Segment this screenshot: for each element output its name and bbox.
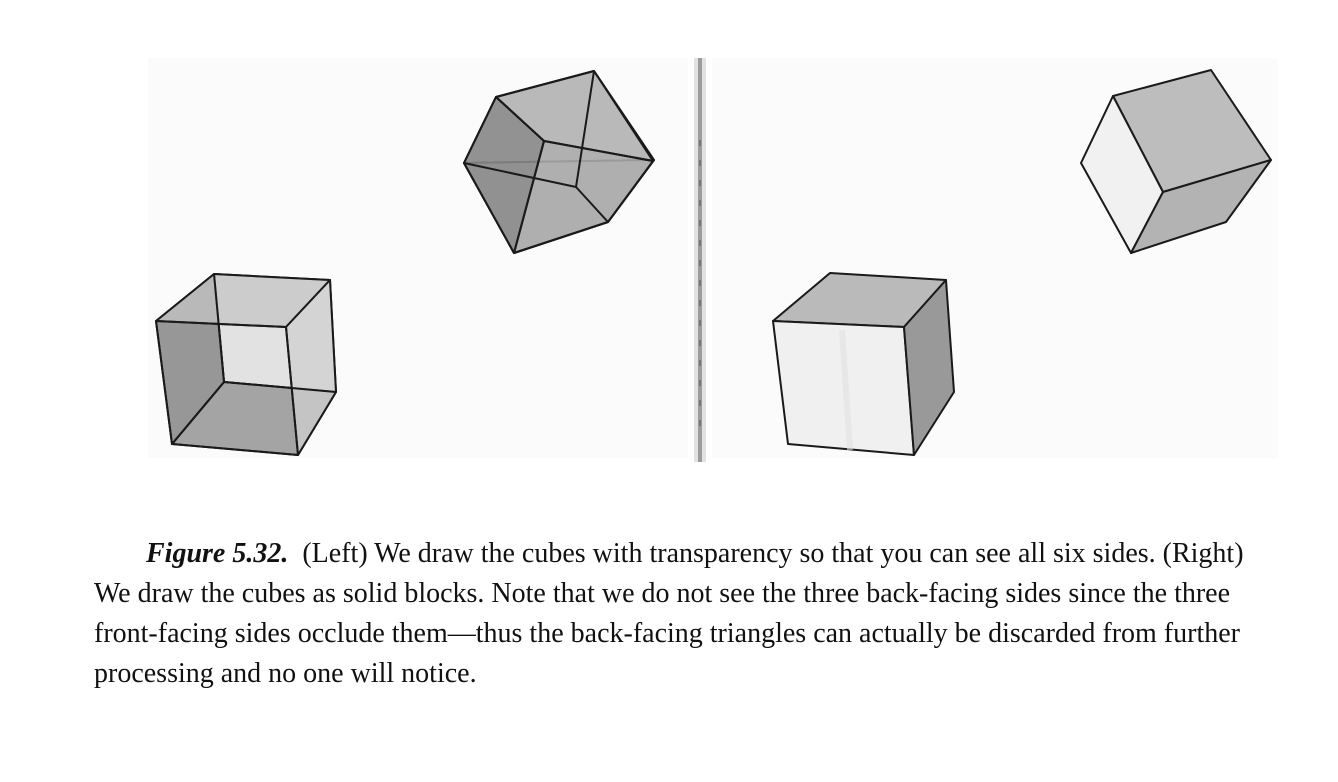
transparent-cube-lower (155, 273, 337, 456)
figure-label: Figure 5.32. (146, 538, 289, 569)
figure-caption: Figure 5.32. (Left) We draw the cubes wi… (94, 534, 1274, 694)
solid-cube-upper (1080, 69, 1272, 254)
panel-divider (694, 58, 706, 462)
transparent-cube-upper (463, 70, 655, 254)
figure-illustration (155, 58, 1272, 462)
solid-cube-lower (772, 272, 955, 456)
caption-text: (Left) We draw the cubes with transparen… (94, 538, 1244, 689)
